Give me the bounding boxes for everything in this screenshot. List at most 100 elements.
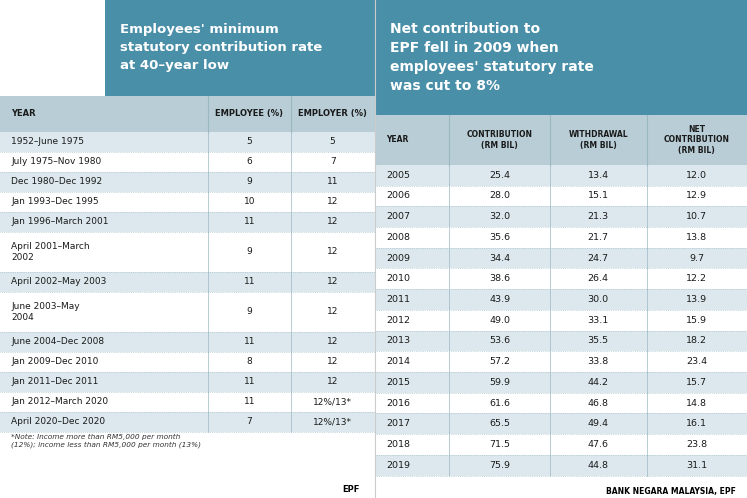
Text: Jan 1993–Dec 1995: Jan 1993–Dec 1995 [11,197,99,206]
FancyBboxPatch shape [0,172,375,192]
Text: 7: 7 [247,417,252,426]
Text: 2012: 2012 [386,316,410,325]
Text: 2008: 2008 [386,233,410,242]
Text: 15.1: 15.1 [588,191,609,200]
Text: EPF: EPF [343,485,360,494]
Text: 9: 9 [247,177,252,186]
Text: 7: 7 [329,157,335,166]
Text: 21.3: 21.3 [588,212,609,221]
Text: 11: 11 [244,337,255,346]
Text: 18.2: 18.2 [686,337,707,346]
Text: 1952–June 1975: 1952–June 1975 [11,137,84,146]
Text: 2015: 2015 [386,378,410,387]
Text: Dec 1980–Dec 1992: Dec 1980–Dec 1992 [11,177,102,186]
Text: 33.1: 33.1 [588,316,609,325]
Text: 35.5: 35.5 [588,337,609,346]
Text: 12%/13*: 12%/13* [313,397,352,406]
Text: 49.0: 49.0 [489,316,510,325]
FancyBboxPatch shape [0,132,375,152]
Text: 12: 12 [327,248,338,256]
Text: 12.2: 12.2 [686,274,707,283]
FancyBboxPatch shape [375,0,747,115]
Text: 2019: 2019 [386,461,410,470]
Text: 9: 9 [247,248,252,256]
Text: 2009: 2009 [386,253,410,262]
Text: 9: 9 [247,307,252,316]
FancyBboxPatch shape [375,372,747,393]
Text: 30.0: 30.0 [588,295,609,304]
FancyBboxPatch shape [0,292,375,332]
Text: 5: 5 [329,137,335,146]
Text: 53.6: 53.6 [489,337,510,346]
Text: 65.5: 65.5 [489,419,510,428]
Text: Employees' minimum
statutory contribution rate
at 40–year low: Employees' minimum statutory contributio… [120,23,322,73]
Text: 2018: 2018 [386,440,410,449]
Text: 13.8: 13.8 [686,233,707,242]
Text: 38.6: 38.6 [489,274,510,283]
Text: 12%/13*: 12%/13* [313,417,352,426]
Text: 12: 12 [327,357,338,367]
FancyBboxPatch shape [375,165,747,186]
Text: 6: 6 [247,157,252,166]
Text: Jan 1996–March 2001: Jan 1996–March 2001 [11,217,109,226]
Text: 34.4: 34.4 [489,253,510,262]
Text: CONTRIBUTION
(RM BIL): CONTRIBUTION (RM BIL) [467,130,533,149]
Text: 11: 11 [244,217,255,226]
Text: 2006: 2006 [386,191,410,200]
Text: 9.7: 9.7 [689,253,704,262]
Text: *Note: Income more than RM5,000 per month
(12%); income less than RM5,000 per mo: *Note: Income more than RM5,000 per mont… [11,434,201,448]
Text: 12: 12 [327,377,338,386]
Text: 12.9: 12.9 [686,191,707,200]
Text: 16.1: 16.1 [686,419,707,428]
Text: April 2002–May 2003: April 2002–May 2003 [11,277,107,286]
Text: 14.8: 14.8 [686,398,707,407]
Text: BANK NEGARA MALAYSIA, EPF: BANK NEGARA MALAYSIA, EPF [606,487,736,496]
FancyBboxPatch shape [0,372,375,392]
Text: 15.9: 15.9 [686,316,707,325]
Text: 35.6: 35.6 [489,233,510,242]
Text: 12: 12 [327,217,338,226]
FancyBboxPatch shape [375,186,747,206]
Text: Jan 2012–March 2020: Jan 2012–March 2020 [11,397,108,406]
Text: Net contribution to
EPF fell in 2009 when
employees' statutory rate
was cut to 8: Net contribution to EPF fell in 2009 whe… [390,22,594,93]
Text: 44.8: 44.8 [588,461,609,470]
Text: 26.4: 26.4 [588,274,609,283]
Text: 10.7: 10.7 [686,212,707,221]
FancyBboxPatch shape [375,351,747,372]
Text: June 2003–May
2004: June 2003–May 2004 [11,302,80,322]
Text: 43.9: 43.9 [489,295,510,304]
Text: 12: 12 [327,197,338,206]
Text: YEAR: YEAR [11,110,36,119]
FancyBboxPatch shape [375,289,747,310]
Text: EMPLOYEE (%): EMPLOYEE (%) [215,110,283,119]
Text: 2005: 2005 [386,171,410,180]
FancyBboxPatch shape [0,392,375,412]
Text: 59.9: 59.9 [489,378,510,387]
FancyBboxPatch shape [375,227,747,248]
Text: 12: 12 [327,277,338,286]
Text: Jan 2009–Dec 2010: Jan 2009–Dec 2010 [11,357,99,367]
FancyBboxPatch shape [375,310,747,331]
Text: 47.6: 47.6 [588,440,609,449]
Text: 12.0: 12.0 [686,171,707,180]
Text: 11: 11 [244,277,255,286]
FancyBboxPatch shape [105,0,375,96]
FancyBboxPatch shape [0,192,375,212]
Text: WITHDRAWAL
(RM BIL): WITHDRAWAL (RM BIL) [568,130,628,149]
Text: Jan 2011–Dec 2011: Jan 2011–Dec 2011 [11,377,99,386]
Text: 5: 5 [247,137,252,146]
FancyBboxPatch shape [0,152,375,172]
Text: 12: 12 [327,307,338,316]
Text: NET
CONTRIBUTION
(RM BIL): NET CONTRIBUTION (RM BIL) [664,125,730,155]
FancyBboxPatch shape [375,268,747,289]
FancyBboxPatch shape [0,272,375,292]
Text: 15.7: 15.7 [686,378,707,387]
FancyBboxPatch shape [0,332,375,352]
Text: 28.0: 28.0 [489,191,510,200]
FancyBboxPatch shape [375,331,747,351]
Text: 21.7: 21.7 [588,233,609,242]
Text: 2014: 2014 [386,357,410,366]
FancyBboxPatch shape [375,434,747,455]
Text: YEAR: YEAR [386,135,409,144]
Text: 61.6: 61.6 [489,398,510,407]
